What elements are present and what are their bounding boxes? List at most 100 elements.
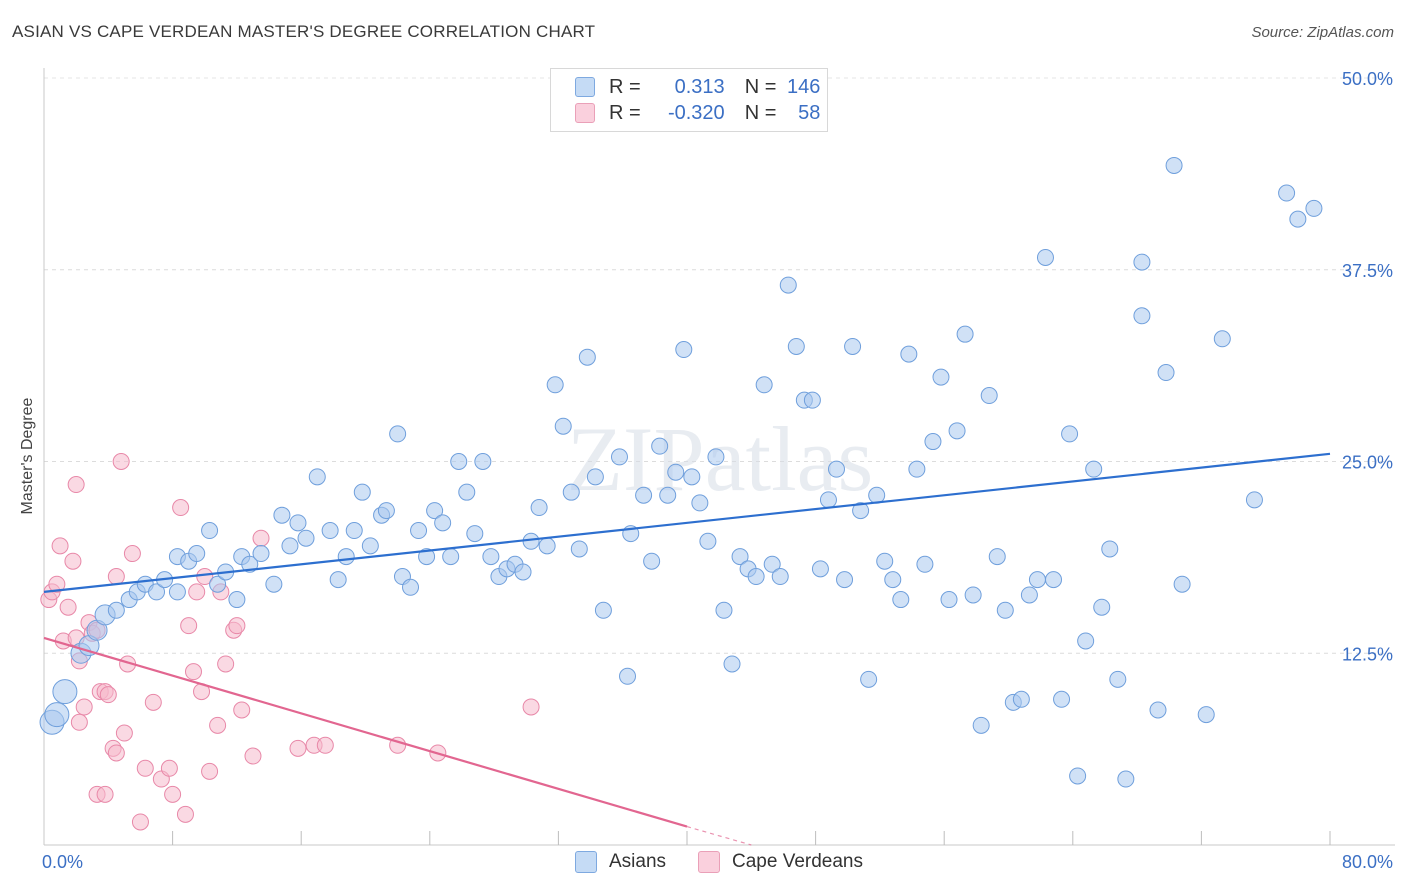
- y-tick-label: 37.5%: [1342, 261, 1393, 281]
- cape-verdean-point: [201, 762, 219, 780]
- asian-point: [265, 575, 283, 593]
- asian-point: [1149, 701, 1167, 719]
- cape-verdean-point: [64, 552, 82, 570]
- asian-point: [1197, 706, 1215, 724]
- asian-point: [787, 337, 805, 355]
- asian-point: [562, 483, 580, 501]
- asian-point: [803, 391, 821, 409]
- asian-point: [1305, 199, 1323, 217]
- asian-point: [699, 532, 717, 550]
- bottom-legend-cape-verdeans: Cape Verdeans: [698, 851, 863, 873]
- asians-swatch: [575, 77, 595, 97]
- asian-point: [948, 422, 966, 440]
- bottom-legend-asians: Asians: [575, 851, 666, 873]
- asian-point: [1101, 540, 1119, 558]
- legend-r-value: 0.313: [674, 75, 725, 98]
- asian-point: [442, 548, 460, 566]
- asian-point: [1109, 670, 1127, 688]
- asian-point: [578, 348, 596, 366]
- asian-point: [635, 486, 653, 504]
- asian-point: [956, 325, 974, 343]
- asian-point: [860, 670, 878, 688]
- asian-point: [148, 583, 166, 601]
- x-tick-label-max: 80.0%: [1341, 852, 1393, 872]
- asians-swatch: [575, 851, 597, 873]
- cape-verdeans-trend-extension: [686, 826, 752, 846]
- asian-point: [281, 537, 299, 555]
- asian-point: [1020, 586, 1038, 604]
- asian-point: [586, 468, 604, 486]
- asian-point: [819, 491, 837, 509]
- asian-point: [554, 417, 572, 435]
- asian-point: [514, 563, 532, 581]
- cape-verdean-point: [144, 693, 162, 711]
- asian-point: [996, 601, 1014, 619]
- cape-verdean-point: [160, 759, 178, 777]
- asian-point: [619, 667, 637, 685]
- asian-point: [1165, 156, 1183, 174]
- asian-point: [980, 387, 998, 405]
- asian-point: [715, 601, 733, 619]
- asian-point: [1245, 491, 1263, 509]
- legend-row-asians: R = 0.313 N = 146: [575, 74, 820, 100]
- asian-point: [651, 437, 669, 455]
- asian-point: [852, 502, 870, 520]
- cape-verdean-point: [67, 476, 85, 494]
- asian-point: [321, 522, 339, 540]
- asian-point: [876, 552, 894, 570]
- asian-point: [610, 448, 628, 466]
- asian-point: [1085, 460, 1103, 478]
- legend-r-value: -0.320: [667, 101, 725, 124]
- asian-point: [297, 529, 315, 547]
- y-tick-label: 25.0%: [1342, 453, 1393, 473]
- asian-point: [458, 483, 476, 501]
- y-tick-labels: 12.5% 25.0% 37.5% 50.0%: [1342, 69, 1393, 664]
- asian-point: [450, 453, 468, 470]
- asian-point: [546, 376, 564, 394]
- asian-point: [691, 494, 709, 512]
- cape-verdeans-trend-line: [43, 636, 688, 828]
- asian-point: [731, 548, 749, 566]
- asian-point: [107, 601, 125, 619]
- legend-r-label: R =: [609, 101, 641, 124]
- cape-verdean-point: [316, 736, 334, 754]
- legend-n-label: N =: [744, 75, 777, 98]
- asian-point: [763, 555, 781, 573]
- legend-n-value: 58: [798, 101, 821, 124]
- cape-verdean-point: [176, 805, 194, 823]
- asian-point: [675, 341, 693, 359]
- asian-point: [1053, 690, 1071, 708]
- cape-verdeans-label: Cape Verdeans: [732, 851, 863, 872]
- cape-verdean-point: [184, 663, 202, 681]
- asian-point: [836, 571, 854, 589]
- asian-point: [667, 463, 685, 481]
- asian-point: [1045, 571, 1063, 589]
- asian-point: [329, 571, 347, 589]
- asian-point: [1213, 330, 1231, 348]
- legend-n-value: 146: [787, 75, 821, 98]
- asian-point: [474, 453, 492, 470]
- cape-verdean-point: [180, 617, 198, 635]
- asian-point: [1173, 575, 1191, 593]
- asian-point: [252, 545, 270, 563]
- x-tick-label-min: 0.0%: [42, 852, 84, 872]
- cape-verdean-point: [123, 545, 141, 563]
- asian-point: [337, 548, 355, 566]
- asian-point: [1289, 210, 1307, 228]
- cape-verdeans-swatch: [575, 103, 595, 123]
- asian-point: [389, 425, 407, 443]
- asians-trend-line: [43, 452, 1331, 593]
- asian-point: [908, 460, 926, 478]
- asian-point: [201, 522, 219, 540]
- correlation-legend: R = 0.313 N = 146 R = -0.320 N = 58: [550, 68, 828, 132]
- y-tick-label: 12.5%: [1342, 644, 1393, 664]
- asian-point: [377, 502, 395, 520]
- asian-point: [1061, 425, 1079, 443]
- cape-verdean-point: [115, 724, 133, 742]
- asian-point: [844, 337, 862, 355]
- asian-point: [747, 568, 765, 586]
- asian-point: [972, 716, 990, 734]
- asian-point: [361, 537, 379, 555]
- asian-point: [1133, 307, 1151, 325]
